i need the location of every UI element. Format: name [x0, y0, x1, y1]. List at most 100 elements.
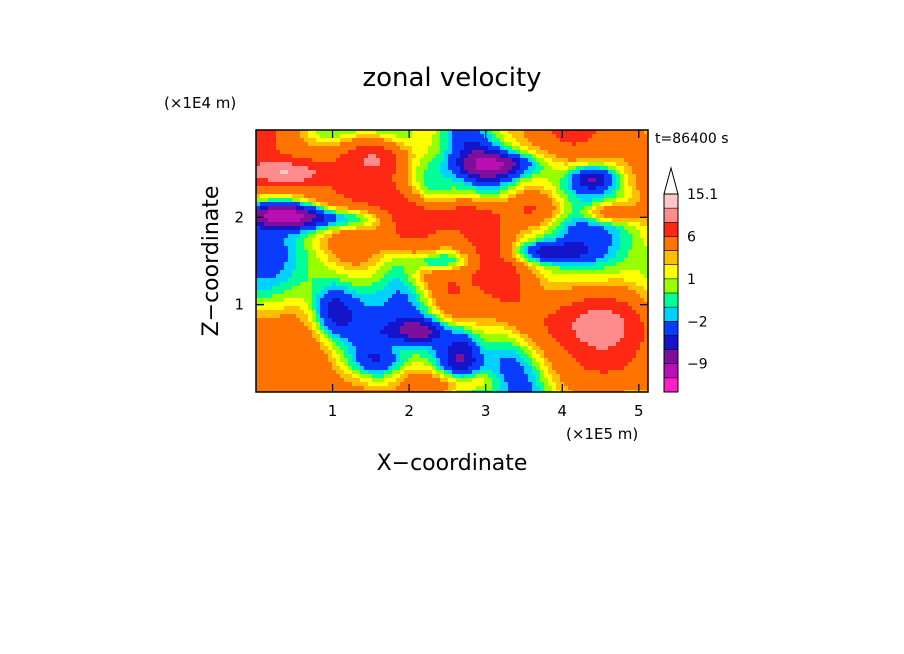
contour-cell: [472, 182, 501, 187]
contour-cell: [432, 290, 449, 295]
contour-cell: [324, 322, 337, 327]
contour-cell: [540, 346, 565, 351]
contour-cell: [524, 370, 533, 375]
contour-cell: [556, 154, 649, 159]
contour-cell: [316, 214, 325, 219]
contour-cell: [456, 186, 477, 191]
contour-cell: [624, 178, 629, 183]
contour-cell: [592, 210, 601, 215]
contour-cell: [256, 166, 309, 171]
contour-cell: [520, 142, 533, 147]
contour-cell: [624, 258, 649, 263]
contour-cell: [324, 206, 329, 211]
contour-cell: [496, 174, 509, 179]
contour-cell: [432, 362, 437, 367]
contour-cell: [528, 246, 541, 251]
contour-cell: [500, 166, 513, 171]
contour-cell: [576, 158, 625, 163]
contour-cell: [532, 354, 541, 359]
contour-cell: [412, 362, 425, 367]
contour-cell: [256, 202, 261, 207]
contour-cell: [332, 350, 337, 355]
y-axis: 12: [234, 208, 648, 314]
contour-cell: [308, 262, 325, 267]
contour-cell: [544, 382, 549, 387]
contour-cell: [520, 238, 529, 243]
contour-cell: [620, 230, 629, 235]
contour-cell: [540, 362, 545, 367]
contour-cell: [412, 146, 429, 151]
contour-cell: [456, 262, 465, 267]
contour-cell: [492, 382, 501, 387]
contour-cell: [572, 142, 577, 147]
contour-cell: [296, 246, 305, 251]
contour-cell: [612, 174, 617, 179]
contour-cell: [420, 302, 425, 307]
contour-cell: [552, 214, 557, 219]
contour-cell: [472, 278, 521, 283]
contour-cell: [352, 366, 361, 371]
contour-cell: [348, 274, 373, 279]
contour-cell: [452, 314, 549, 319]
contour-cell: [416, 286, 421, 291]
contour-cell: [528, 226, 541, 231]
contour-cell: [336, 322, 349, 327]
colorbar-band: [664, 349, 678, 365]
contour-cell: [320, 226, 329, 231]
contour-cell: [320, 246, 329, 251]
plot-frame: [255, 129, 649, 393]
contour-cell: [412, 190, 421, 195]
contour-cell: [348, 366, 353, 371]
contour-cell: [500, 250, 513, 255]
contour-cell: [256, 258, 289, 263]
contour-cell: [452, 374, 461, 379]
contour-cell: [364, 386, 397, 391]
contour-cell: [336, 370, 345, 375]
contour-cell: [528, 362, 533, 367]
contour-cell: [580, 210, 589, 215]
contour-cell: [508, 182, 517, 187]
contour-cell: [348, 222, 365, 227]
contour-cell: [324, 250, 333, 255]
contour-cell: [612, 234, 621, 239]
contour-cell: [356, 346, 393, 351]
contour-cell: [620, 238, 633, 243]
contour-cell: [524, 190, 541, 195]
contour-cell: [328, 242, 473, 247]
contour-cell: [288, 254, 297, 259]
contour-cell: [504, 138, 517, 143]
contour-cell: [256, 130, 277, 135]
contour-cell: [588, 310, 613, 315]
contour-cell: [448, 362, 473, 367]
contour-cell: [336, 342, 345, 347]
contour-cell: [452, 150, 461, 155]
contour-cell: [256, 330, 313, 335]
contour-cell: [540, 262, 553, 267]
contour-cell: [476, 246, 501, 251]
contour-cell: [624, 326, 645, 331]
contour-cell: [404, 282, 413, 287]
contour-cell: [480, 370, 493, 375]
contour-cell: [472, 362, 485, 367]
contour-cell: [556, 234, 565, 239]
y-axis-title: Z−coordinate: [199, 186, 224, 337]
contour-cell: [560, 206, 565, 211]
contour-cell: [508, 170, 517, 175]
contour-cell: [608, 230, 621, 235]
contour-cell: [480, 350, 517, 355]
contour-cell: [388, 322, 405, 327]
contour-cell: [544, 354, 573, 359]
contour-cell: [292, 194, 305, 199]
contour-cell: [468, 262, 481, 267]
contour-cell: [568, 214, 585, 219]
contour-cell: [568, 386, 649, 391]
contour-cell: [524, 234, 537, 239]
contour-cell: [528, 346, 533, 351]
contour-cell: [308, 230, 317, 235]
contour-cell: [448, 322, 457, 327]
contour-cell: [504, 146, 513, 151]
contour-cell: [440, 130, 449, 135]
contour-cell: [324, 294, 353, 299]
contour-cell: [596, 178, 605, 183]
contour-cell: [320, 310, 329, 315]
